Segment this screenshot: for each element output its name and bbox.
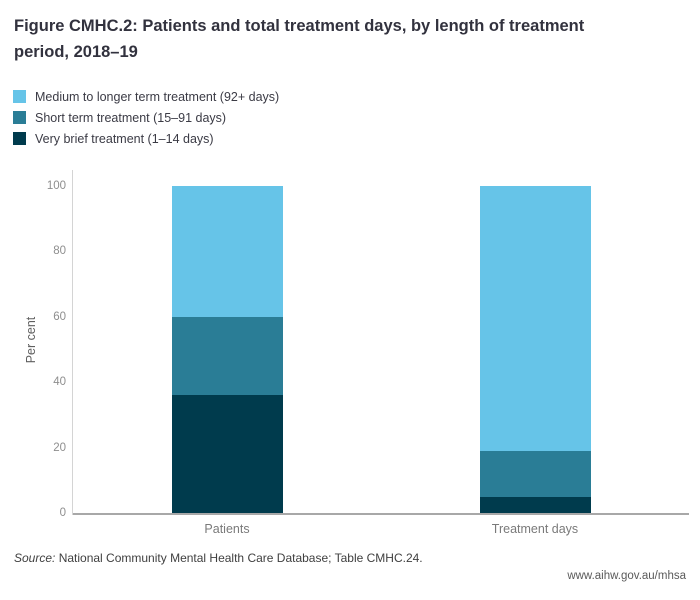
- legend-label: Very brief treatment (1–14 days): [35, 131, 214, 146]
- x-category-label: Patients: [204, 522, 250, 536]
- legend-item-short-term: Short term treatment (15–91 days): [13, 107, 279, 128]
- bar-segment-patients-s2: [171, 395, 283, 513]
- bar-segment-treatment-days-s1: [479, 450, 591, 497]
- y-tick-label: 80: [53, 245, 66, 258]
- legend-swatch-very-brief: [13, 132, 26, 145]
- bar-segment-patients-s0: [171, 186, 283, 317]
- y-tick-label: 20: [53, 441, 66, 454]
- footer-url: www.aihw.gov.au/mhsa: [567, 570, 686, 582]
- legend-swatch-medium-longer-term: [13, 90, 26, 103]
- legend: Medium to longer term treatment (92+ day…: [13, 86, 279, 149]
- legend-item-medium-longer-term: Medium to longer term treatment (92+ day…: [13, 86, 279, 107]
- legend-swatch-short-term: [13, 111, 26, 124]
- bar-segment-treatment-days-s2: [479, 496, 591, 513]
- y-tick-label: 60: [53, 310, 66, 323]
- bar-segment-patients-s1: [171, 316, 283, 396]
- y-tick-label: 100: [46, 180, 66, 192]
- source-text: National Community Mental Health Care Da…: [55, 551, 423, 565]
- legend-label: Short term treatment (15–91 days): [35, 110, 227, 125]
- chart-title: Figure CMHC.2: Patients and total treatm…: [14, 17, 585, 61]
- y-tick-label: 0: [59, 507, 66, 519]
- y-tick-label: 40: [53, 376, 66, 389]
- bar-segment-treatment-days-s0: [479, 186, 591, 451]
- x-axis-line: [73, 513, 689, 515]
- x-category-label: Treatment days: [491, 522, 579, 536]
- legend-label: Medium to longer term treatment (92+ day…: [35, 89, 280, 104]
- source-note: Source: National Community Mental Health…: [14, 551, 423, 565]
- y-axis-line: [72, 170, 73, 515]
- legend-item-very-brief: Very brief treatment (1–14 days): [13, 128, 279, 149]
- source-label: Source:: [14, 551, 56, 565]
